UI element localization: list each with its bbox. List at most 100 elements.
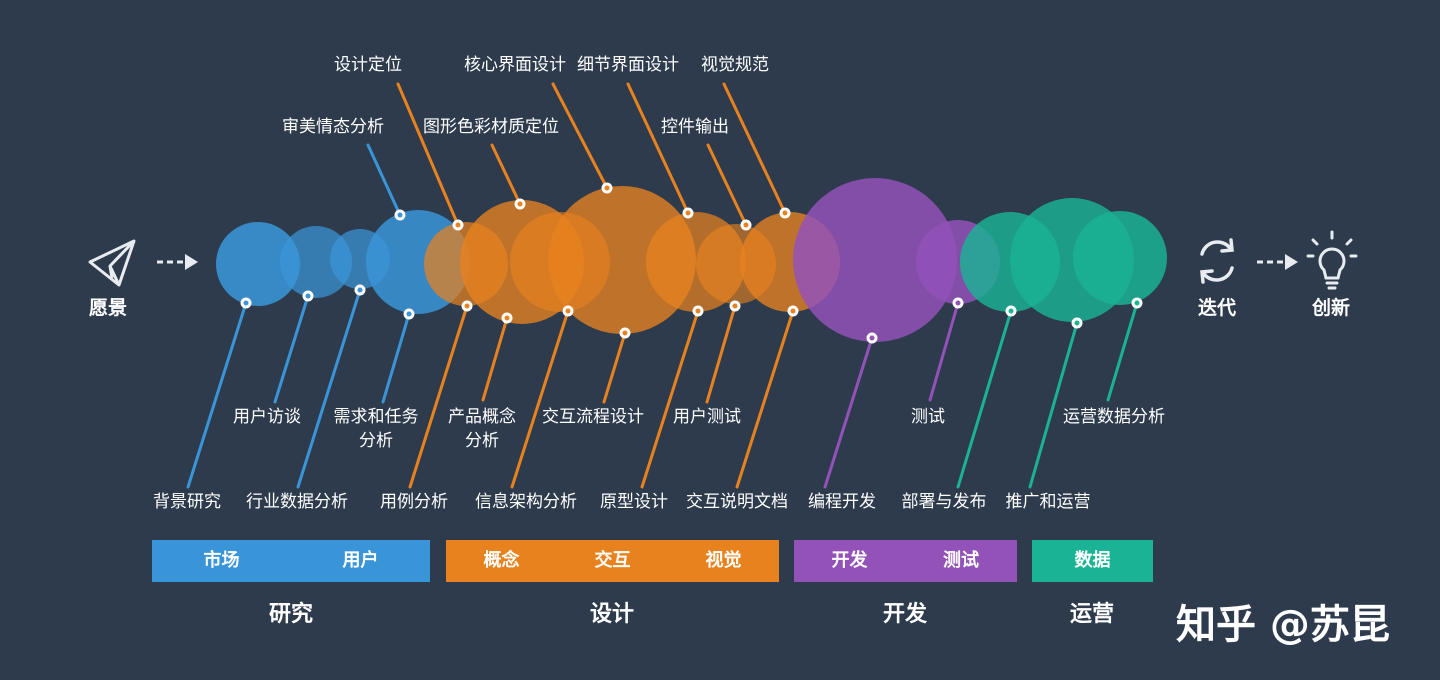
connector-line <box>705 304 737 404</box>
connector-line <box>396 82 460 227</box>
connector-dot <box>729 300 741 312</box>
connector-line <box>956 309 1013 489</box>
connector-dot <box>403 308 415 320</box>
connector-dot <box>692 305 704 317</box>
bar-segment-test: 测试 <box>943 550 979 571</box>
connector-line <box>640 309 700 489</box>
connector-dot <box>1005 305 1017 317</box>
connector-dot <box>740 219 752 231</box>
connector-line <box>706 143 748 227</box>
connector-dot <box>562 305 574 317</box>
connector-dot <box>1071 317 1083 329</box>
connector-dot <box>354 284 366 296</box>
label-interaction-doc: 交互说明文档 <box>686 492 788 512</box>
connector-line <box>626 82 690 215</box>
research-bubble <box>280 226 352 298</box>
bar-segment-develop: 开发 <box>831 550 868 571</box>
label-line: 产品概念 <box>448 407 516 427</box>
phase-design: 设计 <box>589 602 635 627</box>
dashed-arrow-icon <box>1257 254 1298 270</box>
connector-line <box>186 301 248 489</box>
bar-segment-interaction: 交互 <box>594 550 631 571</box>
dashed-arrow-icon <box>157 254 198 270</box>
label-testing: 测试 <box>911 407 945 427</box>
bar-segment-user: 用户 <box>342 550 379 571</box>
iterate-label: 迭代 <box>1197 297 1237 319</box>
label-line: 分析 <box>359 431 393 451</box>
connector-dot <box>1131 297 1143 309</box>
connector-dot <box>302 290 314 302</box>
connector-line <box>602 331 627 404</box>
lightbulb-icon <box>1306 230 1358 290</box>
connector-line <box>928 301 960 402</box>
connector-line <box>381 312 411 404</box>
connector-dot <box>787 305 799 317</box>
design-bar: 概念 交互 视觉 <box>446 540 779 582</box>
connector-line <box>510 309 570 489</box>
connector-dot <box>240 297 252 309</box>
research-bar: 市场 用户 <box>152 540 430 582</box>
connector-line <box>490 143 522 206</box>
connector-dot <box>619 327 631 339</box>
label-programming: 编程开发 <box>808 492 876 512</box>
label-user-testing: 用户测试 <box>673 407 741 427</box>
bar-segment-market: 市场 <box>203 550 240 571</box>
watermark: 知乎 @苏昆 <box>1176 602 1390 648</box>
ops-bar: 数据 <box>1032 540 1153 582</box>
connector-line <box>722 82 787 215</box>
label-use-case: 用例分析 <box>380 492 448 512</box>
phase-dev: 开发 <box>882 602 928 627</box>
connector-dot <box>952 297 964 309</box>
label-line: 需求和任务 <box>333 407 419 427</box>
label-core-ui-design: 核心界面设计 <box>464 55 566 75</box>
connector-dot <box>866 332 878 344</box>
connector-line <box>735 309 795 489</box>
connector-line <box>366 143 402 217</box>
bar-segment-visual: 视觉 <box>705 550 742 571</box>
connector-dot <box>461 300 473 312</box>
label-aesthetic-analysis: 审美情态分析 <box>282 117 384 137</box>
label-industry-data: 行业数据分析 <box>246 492 348 512</box>
label-visual-spec: 视觉规范 <box>701 55 769 75</box>
connector-line <box>1106 301 1139 402</box>
label-info-architecture: 信息架构分析 <box>475 492 577 512</box>
connector-line <box>1028 321 1079 489</box>
label-design-positioning: 设计定位 <box>334 55 402 75</box>
bar-segment-concept: 概念 <box>483 550 520 571</box>
connector-dot <box>452 219 464 231</box>
connector-line <box>551 82 609 190</box>
dev-bubble <box>793 178 957 342</box>
label-promotion-ops: 推广和运营 <box>1005 492 1091 512</box>
label-user-interview: 用户访谈 <box>233 407 301 427</box>
connector-line <box>296 288 362 489</box>
innovate-label: 创新 <box>1311 297 1351 319</box>
connector-dot <box>501 312 513 324</box>
research-bubble <box>216 222 300 306</box>
connector-dot <box>394 209 406 221</box>
label-graphic-color-material: 图形色彩材质定位 <box>423 117 559 137</box>
connector-dot <box>779 207 791 219</box>
label-detail-ui-design: 细节界面设计 <box>577 55 679 75</box>
refresh-icon <box>1200 238 1234 284</box>
label-prototype: 原型设计 <box>600 492 668 512</box>
label-line: 分析 <box>465 431 499 451</box>
phase-research: 研究 <box>268 602 314 627</box>
connector-dot <box>682 207 694 219</box>
label-needs-task-analysis: 需求和任务 分析 <box>334 405 419 453</box>
connector-line <box>481 316 509 402</box>
label-product-concept-analysis: 产品概念 分析 <box>448 405 516 453</box>
label-control-output: 控件输出 <box>661 117 729 137</box>
paper-plane-icon <box>88 239 136 287</box>
connector-line <box>273 294 310 404</box>
phase-ops: 运营 <box>1069 602 1115 627</box>
connector-dot <box>601 182 613 194</box>
label-background-research: 背景研究 <box>153 492 221 512</box>
dev-bar: 开发 测试 <box>794 540 1017 582</box>
label-interaction-flow: 交互流程设计 <box>542 407 644 427</box>
label-ops-data-analysis: 运营数据分析 <box>1063 407 1165 427</box>
label-deploy-release: 部署与发布 <box>901 492 987 512</box>
ops-bubble <box>1073 211 1167 305</box>
design-bubble <box>548 186 696 334</box>
connector-line <box>823 336 874 489</box>
